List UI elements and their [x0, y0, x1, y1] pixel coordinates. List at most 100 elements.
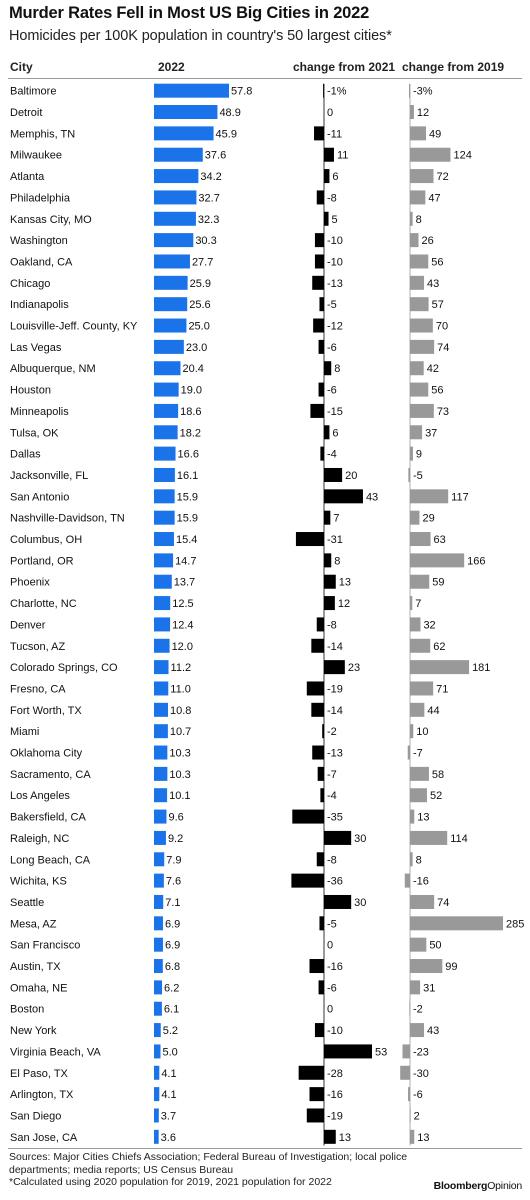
change-2021-label: -16: [327, 1089, 343, 1101]
city-label: Columbus, OH: [10, 534, 82, 546]
change-2021-bar: [314, 1023, 324, 1038]
change-2019-label: 117: [451, 491, 469, 503]
change-2021-bar: [324, 510, 331, 525]
change-2021-label: 7: [333, 513, 339, 525]
city-label: El Paso, TX: [10, 1068, 69, 1080]
city-label: Indianapolis: [10, 299, 69, 311]
change-2019-bar: [410, 959, 443, 974]
change-2021-label: 43: [366, 491, 378, 503]
city-label: San Jose, CA: [10, 1132, 78, 1144]
rate-bar: [154, 980, 163, 995]
rate-bar: [154, 403, 179, 418]
city-label: Fresno, CA: [10, 683, 66, 695]
change-2021-bar: [319, 916, 324, 931]
change-2021-bar: [312, 745, 324, 760]
change-2021-label: -8: [327, 619, 337, 631]
change-2021-label: -8: [327, 192, 337, 204]
city-label: Portland, OR: [10, 555, 74, 567]
change-2019-label: 13: [417, 1132, 429, 1144]
change-2019-bar: [410, 852, 413, 867]
change-2019-bar: [408, 467, 410, 482]
city-label: Omaha, NE: [10, 982, 67, 994]
rate-bar: [154, 766, 168, 781]
change-2019-bar: [410, 446, 413, 461]
city-label: Nashville-Davidson, TN: [10, 513, 125, 525]
change-2019-bar: [410, 510, 420, 525]
change-2019-label: 9: [416, 449, 422, 461]
rate-label: 37.6: [205, 150, 226, 162]
rate-bar: [154, 937, 163, 952]
change-2019-label: -7: [413, 748, 423, 760]
rate-label: 16.1: [177, 470, 198, 482]
rate-label: 30.3: [195, 235, 216, 247]
change-2021-label: -12: [327, 321, 343, 333]
rate-label: 19.0: [181, 385, 202, 397]
city-label: Memphis, TN: [10, 128, 75, 140]
change-2019-label: 99: [445, 961, 457, 973]
change-2021-label: 13: [339, 577, 351, 589]
rate-bar: [154, 660, 169, 675]
change-2019-label: 73: [437, 406, 449, 418]
rate-label: 12.5: [172, 598, 193, 610]
change-2021-bar: [311, 702, 324, 717]
change-2019-label: 57: [432, 299, 444, 311]
rate-label: 9.6: [168, 812, 183, 824]
change-2019-bar: [410, 105, 414, 120]
change-2021-bar: [324, 553, 332, 568]
rate-label: 15.9: [177, 491, 198, 503]
city-label: Albuquerque, NM: [10, 363, 96, 375]
rate-label: 4.1: [161, 1089, 176, 1101]
city-label: Oakland, CA: [10, 256, 73, 268]
city-label: Long Beach, CA: [10, 854, 91, 866]
change-2019-bar: [410, 553, 465, 568]
city-label: Las Vegas: [10, 342, 62, 354]
rate-label: 7.6: [166, 876, 181, 888]
city-label: Tucson, AZ: [10, 641, 66, 653]
change-2019-label: 42: [427, 363, 439, 375]
rate-label: 7.1: [165, 897, 180, 909]
change-2021-label: -5: [327, 918, 337, 930]
change-2019-label: -6: [413, 1089, 423, 1101]
change-2021-label: -35: [327, 812, 343, 824]
change-2021-bar: [324, 489, 363, 504]
rate-label: 10.3: [169, 769, 190, 781]
change-2019-label: 2: [414, 1110, 420, 1122]
header-divider: [8, 78, 522, 79]
city-label: Sacramento, CA: [10, 769, 91, 781]
change-2019-bar: [410, 916, 503, 931]
change-2021-bar: [320, 446, 324, 461]
change-2019-label: 181: [472, 662, 490, 674]
change-2021-label: 53: [375, 1046, 387, 1058]
change-2021-label: -4: [327, 449, 337, 461]
sources-note: Sources: Major Cities Chiefs Association…: [9, 1151, 408, 1176]
change-2019-label: 50: [429, 940, 441, 952]
city-label: Milwaukee: [10, 150, 62, 162]
change-2019-bar: [410, 681, 434, 696]
change-2019-bar: [410, 147, 451, 162]
change-2021-bar: [324, 1044, 372, 1059]
rate-bar: [154, 959, 163, 974]
change-2019-bar: [410, 638, 431, 653]
change-2019-bar: [410, 532, 431, 547]
change-2019-label: 12: [417, 107, 429, 119]
rate-bar: [154, 425, 178, 440]
population-note: *Calculated using 2020 population for 20…: [9, 1176, 332, 1188]
rate-bar: [154, 596, 171, 611]
change-2019-bar: [410, 339, 435, 354]
rate-label: 10.7: [170, 726, 191, 738]
rate-bar: [154, 553, 174, 568]
change-2019-label: 70: [436, 321, 448, 333]
change-2021-label: -19: [327, 1110, 343, 1122]
city-label: Louisville-Jeff. County, KY: [10, 321, 138, 333]
change-2021-label: 8: [334, 363, 340, 375]
change-2019-bar: [410, 1023, 425, 1038]
rate-label: 27.7: [192, 256, 213, 268]
change-2021-bar: [313, 318, 324, 333]
change-2019-label: -3%: [413, 86, 433, 98]
change-2021-label: 30: [354, 897, 366, 909]
city-label: Virginia Beach, VA: [10, 1046, 101, 1058]
city-label: Los Angeles: [10, 790, 70, 802]
change-2019-bar: [410, 233, 419, 248]
change-2021-label: -36: [327, 876, 343, 888]
change-2019-bar: [410, 275, 425, 290]
